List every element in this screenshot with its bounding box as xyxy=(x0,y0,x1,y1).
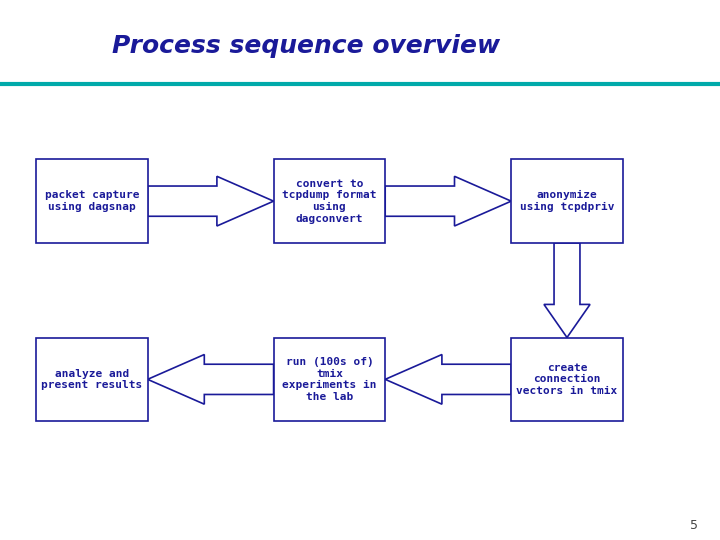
Text: 5: 5 xyxy=(690,519,698,532)
FancyBboxPatch shape xyxy=(274,338,385,421)
FancyBboxPatch shape xyxy=(274,159,385,243)
FancyBboxPatch shape xyxy=(511,159,623,243)
FancyBboxPatch shape xyxy=(511,338,623,421)
FancyArrow shape xyxy=(385,355,511,404)
FancyBboxPatch shape xyxy=(36,159,148,243)
Text: anonymize
using tcpdpriv: anonymize using tcpdpriv xyxy=(520,190,614,212)
Text: create
connection
vectors in tmix: create connection vectors in tmix xyxy=(516,363,618,396)
FancyArrow shape xyxy=(148,355,274,404)
Text: analyze and
present results: analyze and present results xyxy=(41,368,143,390)
FancyArrow shape xyxy=(544,243,590,338)
Text: packet capture
using dagsnap: packet capture using dagsnap xyxy=(45,190,139,212)
Text: run (100s of)
tmix
experiments in
the lab: run (100s of) tmix experiments in the la… xyxy=(282,357,377,402)
FancyArrow shape xyxy=(148,176,274,226)
Text: convert to
tcpdump format
using
dagconvert: convert to tcpdump format using dagconve… xyxy=(282,179,377,224)
FancyArrow shape xyxy=(385,176,511,226)
Text: Process sequence overview: Process sequence overview xyxy=(112,34,500,58)
FancyBboxPatch shape xyxy=(36,338,148,421)
